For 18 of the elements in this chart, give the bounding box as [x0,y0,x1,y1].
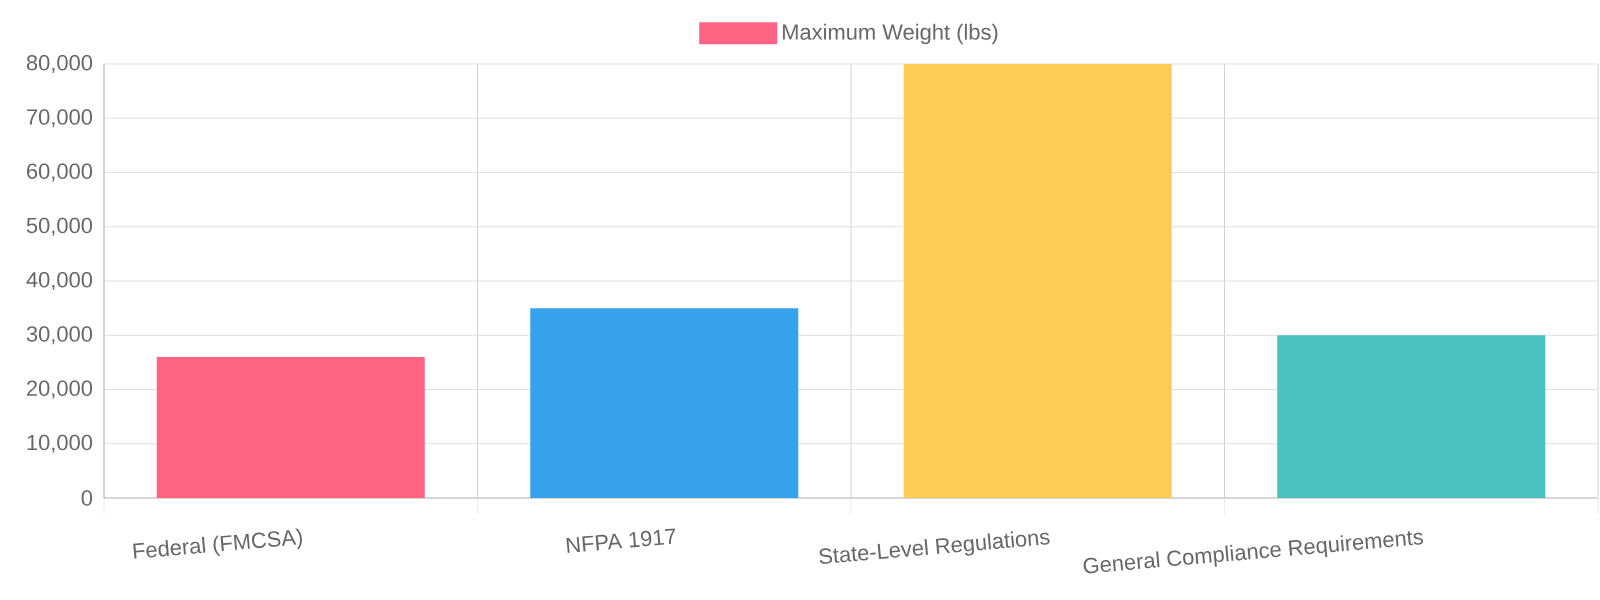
y-tick-label: 30,000 [26,326,93,345]
y-tick-label: 20,000 [27,380,93,399]
y-tick-label: 60,000 [27,163,93,182]
y-tick-label: 40,000 [26,271,93,291]
legend-label: Maximum Weight (lbs) [783,23,998,45]
y-tick-label: 70,000 [27,109,93,128]
y-tick-label: 50,000 [26,217,93,236]
y-tick-label: 80,000 [26,54,93,74]
y-tick-label: 10,000 [27,434,93,453]
bar [530,308,799,498]
x-tick-label: State-Level Regulations [819,531,1050,564]
x-tick-label: General Compliance Requirements [1083,531,1424,574]
y-tick-label: 0 [81,490,93,506]
bar [903,64,1172,498]
x-tick-label: NFPA 1917 [566,528,675,553]
bar [156,356,425,498]
x-tick-label: Federal (FMCSA) [133,528,302,559]
bar [1277,335,1546,498]
